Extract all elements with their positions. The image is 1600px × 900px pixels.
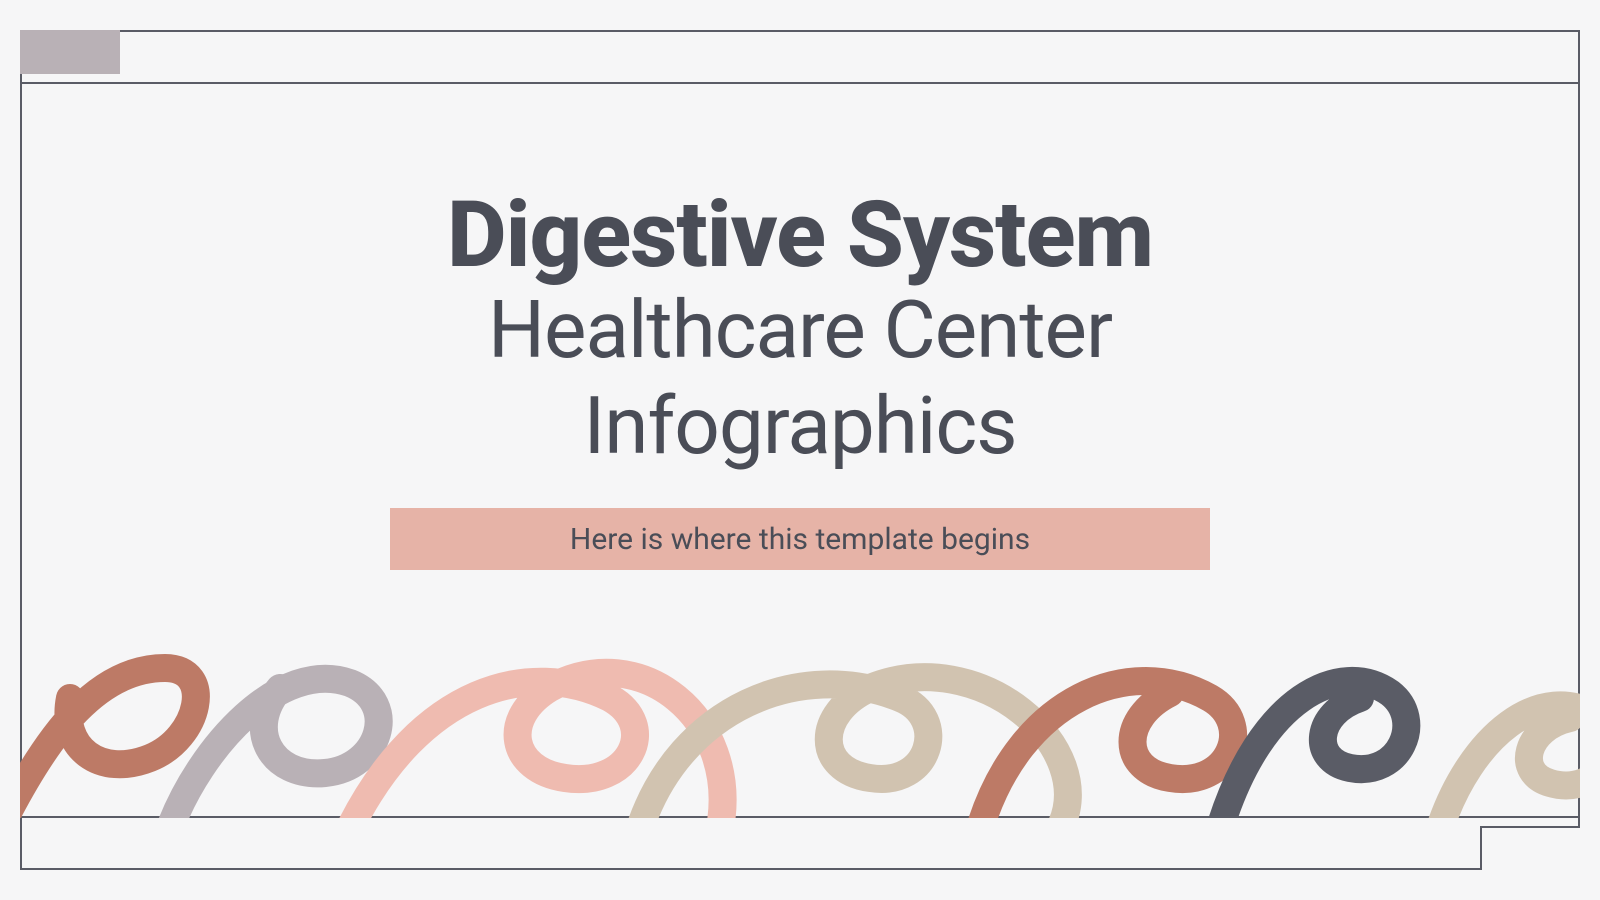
squiggle-beige-far-right (1440, 705, 1580, 818)
corner-accent-top-left (20, 30, 120, 74)
corner-accent-bottom-right (1480, 826, 1580, 870)
title-block: Digestive System Healthcare Center Infog… (0, 190, 1600, 474)
title-line-3: Infographics (0, 378, 1600, 474)
title-line-1: Digestive System (0, 190, 1600, 282)
title-line-2: Healthcare Center (0, 282, 1600, 378)
subtitle-text: Here is where this template begins (570, 522, 1030, 557)
decorative-squiggles (20, 628, 1580, 818)
squiggle-svg (20, 628, 1580, 818)
subtitle-bar: Here is where this template begins (390, 508, 1210, 570)
squiggle-charcoal-right (1220, 681, 1406, 818)
